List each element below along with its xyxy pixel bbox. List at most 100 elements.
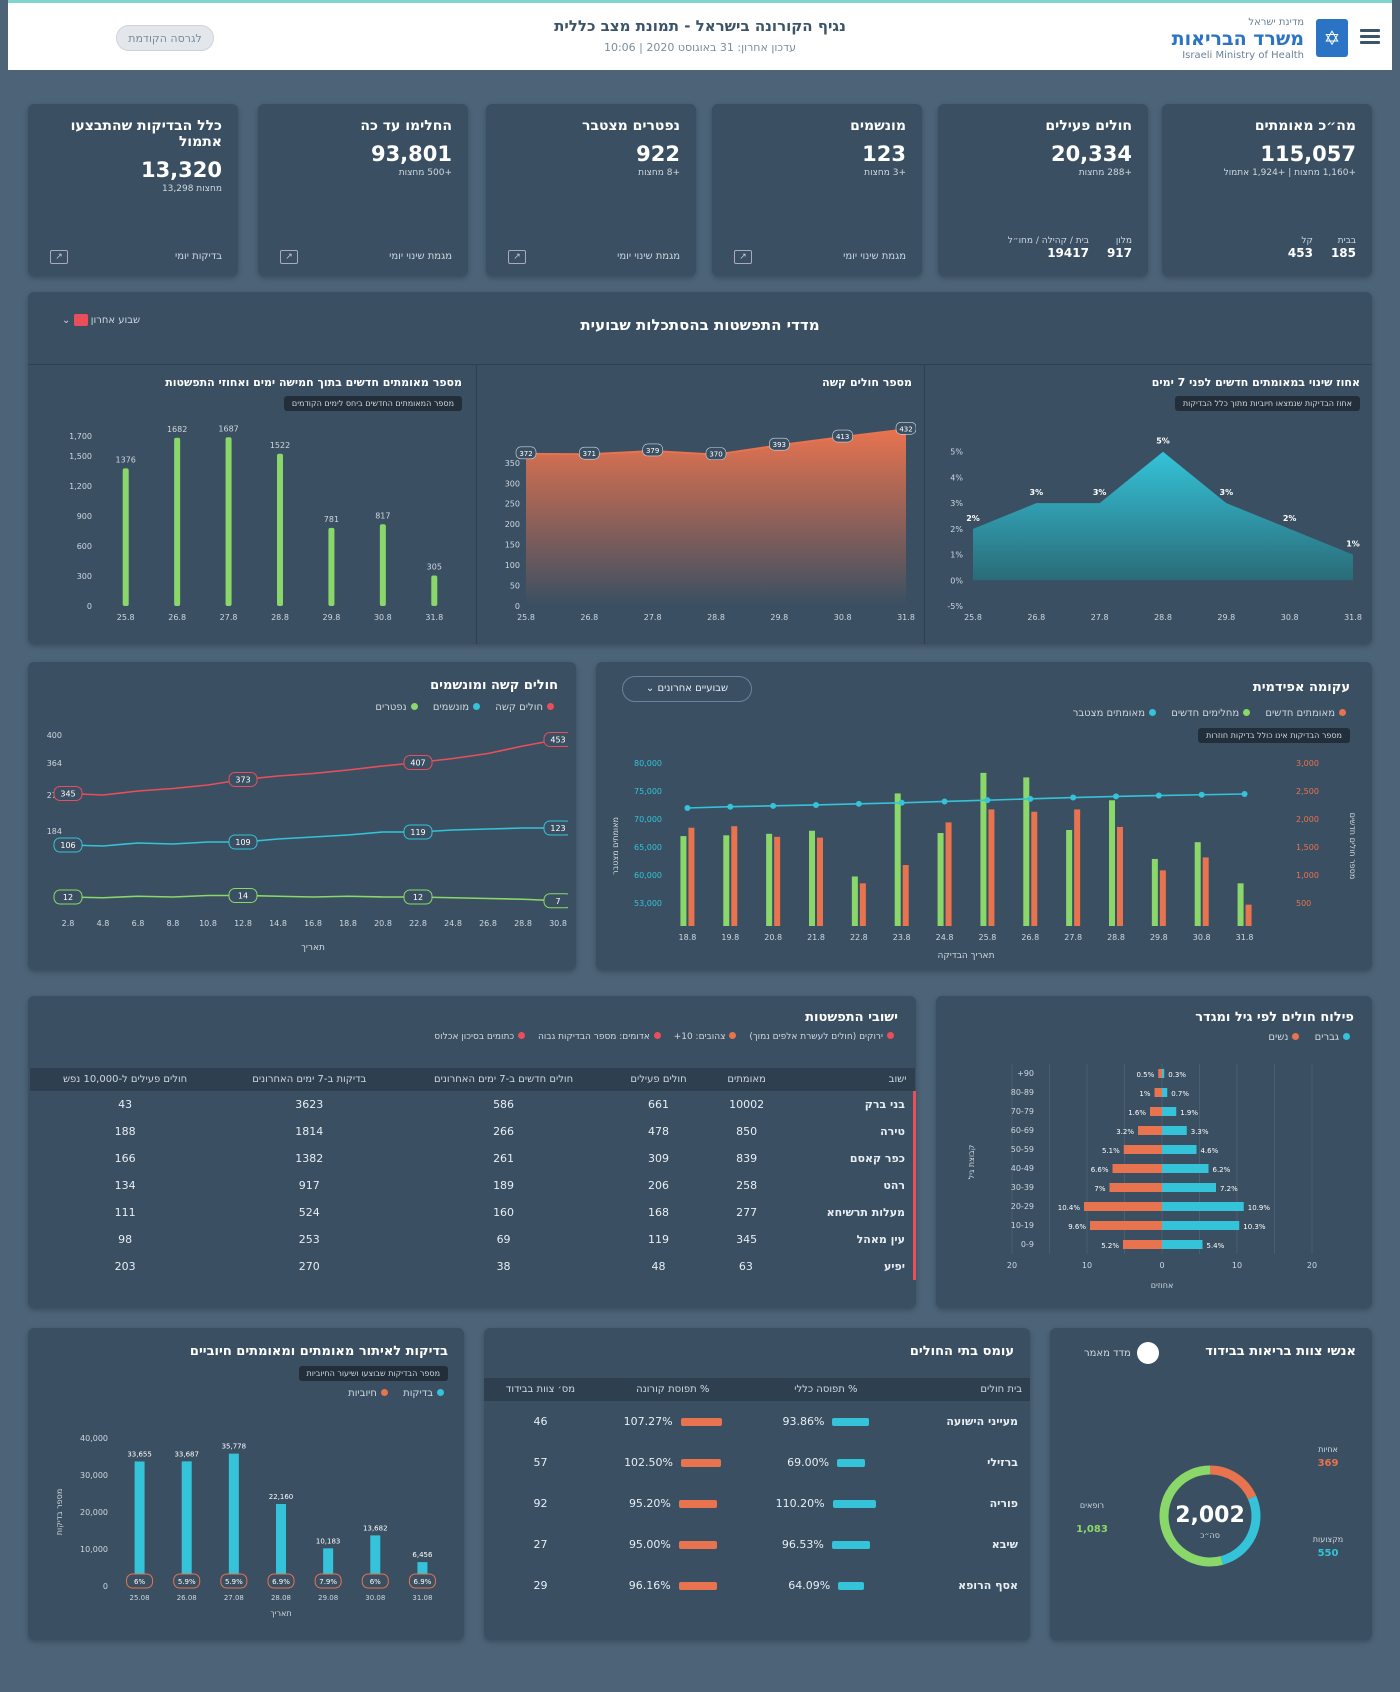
bar-recovered	[1031, 811, 1038, 926]
bar-new-cases	[894, 793, 901, 926]
bar-female	[1158, 1069, 1162, 1078]
trend-chart-icon[interactable]: ↗	[280, 250, 298, 264]
bar-cell: 102.50%	[597, 1442, 749, 1483]
logo-main-text: משרד הבריאות	[1171, 28, 1304, 50]
hamburger-menu-icon[interactable]	[1360, 29, 1380, 45]
bar-male	[1162, 1126, 1187, 1135]
table-row[interactable]: רהט 258 206 189 917 134	[30, 1172, 916, 1199]
donut-segment	[1159, 1465, 1223, 1567]
tests-card: בדיקות לאיתור מאומתים ומאומתים חיוביים מ…	[28, 1328, 464, 1640]
table-cell: 134	[114, 1179, 136, 1192]
legend-label: מאומתים מצטבר	[1072, 708, 1145, 719]
legend-label: מאומתים חדשים	[1265, 708, 1335, 719]
x-tick-label: 25.08	[130, 1594, 150, 1602]
bar-tests	[276, 1504, 286, 1586]
x-tick-label: 31.8	[425, 613, 443, 622]
value-label: 2%	[966, 514, 980, 523]
column-header[interactable]: חולים חדשים ב-7 ימים האחרונים	[397, 1068, 610, 1091]
cities-card: ישובי התפשטות ירוקים (חולים לעשרת אלפים …	[28, 996, 916, 1308]
value-label: 3%	[1093, 488, 1107, 497]
table-row[interactable]: מעלות תרשיחא 277 168 160 524 111	[30, 1199, 916, 1226]
x-tick-label: 28.8	[271, 613, 289, 622]
y-tick-label-left: 80,000	[634, 759, 662, 768]
trend-chart-icon[interactable]: ↗	[50, 250, 68, 264]
table-row[interactable]: פוריה 110.20% 95.20% 92	[484, 1483, 1030, 1524]
column-header[interactable]: מס׳ צוות בבידוד	[484, 1378, 597, 1401]
column-header[interactable]: חולים פעילים	[609, 1068, 708, 1091]
legend-label: צהובים: 10+	[673, 1032, 726, 1042]
bar-cell: 110.20%	[749, 1483, 904, 1524]
table-cell: 3623	[295, 1098, 324, 1111]
table-row[interactable]: מעייני הישועה 93.86% 107.27% 46	[484, 1401, 1030, 1442]
donut-segment	[1220, 1495, 1261, 1565]
kpi-sub: מחצות 13,298	[161, 184, 222, 194]
value-label: 345	[60, 790, 75, 799]
y-tick-label: 50	[510, 582, 520, 591]
bar-recovered	[774, 836, 781, 926]
trend-link[interactable]: מגמת שינוי יומי	[617, 251, 680, 262]
trend-link[interactable]: בדיקות יומי	[174, 251, 222, 262]
staff-card: אנשי צוות בריאות בבידוד מדד מאמר 2,002 סה…	[1050, 1328, 1372, 1640]
value-badge	[403, 755, 433, 770]
y-tick-label: 250	[505, 500, 520, 509]
x-tick-label: 28.08	[271, 1594, 291, 1602]
column-header[interactable]: ישוב	[783, 1068, 915, 1091]
table-row[interactable]: כפר קאסם 839 309 261 1382 166	[30, 1145, 916, 1172]
y-tick-label-right: 1,000	[1296, 871, 1319, 880]
trend-link[interactable]: מגמת שינוי יומי	[389, 251, 452, 262]
city-name-cell: עין מאהל	[783, 1226, 916, 1253]
value-badge	[543, 820, 568, 836]
kpi-breakdown-value: 19417	[1047, 246, 1089, 260]
value-label: 119	[410, 828, 425, 837]
column-header[interactable]: חולים פעילים ל-10,000 נפש	[29, 1068, 221, 1091]
bar-recovered	[1245, 904, 1252, 926]
table-row[interactable]: ברזילי 69.00% 102.50% 57	[484, 1442, 1030, 1483]
hospital-name-cell: ברזילי	[987, 1456, 1018, 1469]
bar-value-label: 1522	[270, 441, 290, 450]
pct-value: 110.20%	[775, 1497, 825, 1510]
legend-label: נפטרים	[375, 702, 407, 713]
x-tick-label: 26.8	[168, 613, 186, 622]
column-header[interactable]: % תפוסת קורונה	[596, 1378, 749, 1401]
table-row[interactable]: עין מאהל 345 119 69 253 98	[30, 1226, 916, 1253]
value-badge	[515, 446, 537, 460]
city-name-cell: רהט	[783, 1172, 916, 1199]
column-header[interactable]: בדיקות ב-7 ימים האחרונים	[220, 1068, 398, 1091]
y-axis-label-right: מספר חולים חדשים	[1348, 813, 1357, 880]
legend-label: גברים	[1314, 1032, 1339, 1043]
severe-title: חולים קשה ומונשמים	[430, 678, 558, 693]
x-tick-label: 28.8	[1154, 613, 1172, 622]
cumulative-line	[687, 793, 1245, 809]
week-filter[interactable]: שבוע אחרון ⌄	[62, 314, 140, 326]
hosp-table: בית חולים% תפוסה כללי% תפוסת קורונה מס׳ צ…	[484, 1378, 1030, 1606]
legend-dot	[410, 703, 418, 710]
table-cell: 160	[493, 1206, 515, 1219]
period-dropdown[interactable]: שבועיים אחרונים ⌄	[622, 676, 752, 702]
trend-chart-icon[interactable]: ↗	[734, 250, 752, 264]
male-pct-label: 0.3%	[1168, 1071, 1186, 1079]
staff-toggle[interactable]: מדד מאמר	[1084, 1342, 1159, 1364]
state-emblem-icon: ✡	[1316, 19, 1348, 57]
donut-total: 2,002	[1175, 1503, 1245, 1528]
table-row[interactable]: טירה 850 478 266 1814 188	[30, 1118, 916, 1145]
table-row[interactable]: בני ברק 10002 661 586 3623 43	[30, 1091, 916, 1118]
ministry-logo[interactable]: מדינת ישראל משרד הבריאות Israeli Ministr…	[1172, 17, 1304, 61]
table-row[interactable]: אסף הרופא 64.09% 96.16% 29	[484, 1565, 1030, 1606]
kpi-sub: +8 מחצות	[638, 168, 680, 178]
table-row[interactable]: שיבא 96.53% 95.00% 27	[484, 1524, 1030, 1565]
column-header[interactable]: % תפוסה כללי	[748, 1378, 904, 1401]
value-label: 123	[550, 824, 565, 833]
bar-cell: 107.27%	[597, 1401, 749, 1442]
column-header[interactable]: מאומתים	[707, 1068, 784, 1091]
bar-value-label: 33,687	[174, 1450, 199, 1458]
age-group-label: 80-89	[1011, 1088, 1034, 1097]
trend-chart-icon[interactable]: ↗	[508, 250, 526, 264]
bar-new-cases	[1194, 842, 1201, 926]
column-header[interactable]: בית חולים	[903, 1378, 1030, 1401]
previous-version-button[interactable]: לגרסה הקודמת	[116, 25, 214, 51]
trend-link[interactable]: מגמת שינוי יומי	[843, 251, 906, 262]
y-tick-label: 1%	[950, 551, 963, 560]
table-row[interactable]: יפיע 63 48 38 270 203	[30, 1253, 916, 1280]
staff-donut-chart: 2,002 סה״כ אחיות 369 רופאים 1,083 מקצועות 550	[1076, 1445, 1343, 1567]
